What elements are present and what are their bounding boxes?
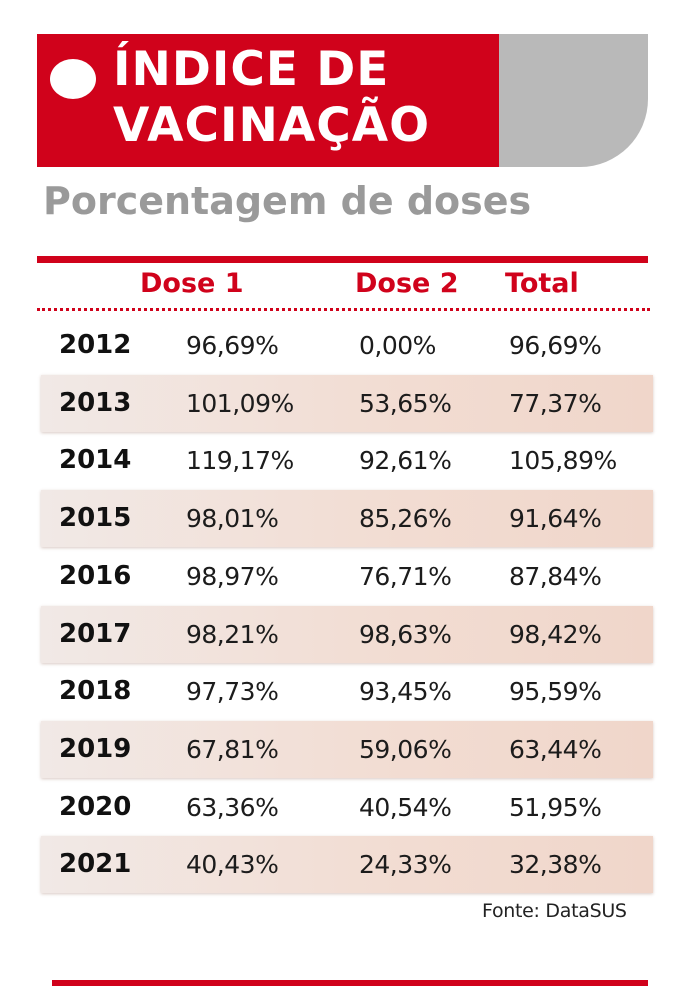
total-value: 105,89% — [509, 446, 617, 476]
dose-1-value: 63,36% — [186, 792, 279, 822]
total-value: 87,84% — [509, 561, 602, 591]
subtitle: Porcentagem de doses — [43, 179, 532, 223]
dose-2-value: 92,61% — [359, 446, 452, 476]
row-year: 2020 — [59, 791, 132, 822]
row-year: 2014 — [59, 445, 132, 476]
table-row: 2014 119,17% 92,61% 105,89% — [41, 432, 653, 489]
dose-2-value: 0,00% — [359, 331, 436, 360]
row-year: 2015 — [59, 503, 132, 534]
title-banner — [37, 34, 499, 167]
dose-2-value: 93,45% — [359, 677, 452, 707]
row-year: 2017 — [59, 618, 132, 649]
dose-2-value: 98,63% — [359, 619, 452, 649]
column-header-dose-2: Dose 2 — [355, 268, 459, 299]
total-value: 32,38% — [509, 850, 602, 880]
dose-1-value: 98,21% — [186, 619, 279, 649]
row-year: 2021 — [59, 849, 132, 880]
table-row: 2019 67,81% 59,06% 63,44% — [41, 720, 653, 778]
dose-1-value: 97,73% — [186, 677, 279, 707]
table-row: 2017 98,21% 98,63% 98,42% — [41, 605, 653, 663]
total-value: 91,64% — [509, 504, 602, 534]
table-row: 2015 98,01% 85,26% 91,64% — [41, 490, 653, 548]
total-value: 98,42% — [509, 619, 602, 649]
dose-1-value: 101,09% — [186, 388, 294, 418]
title-banner-gray-tab — [470, 34, 648, 167]
source-note: Fonte: DataSUS — [482, 900, 627, 922]
row-year: 2012 — [59, 330, 132, 360]
table-row: 2012 96,69% 0,00% 96,69% — [41, 317, 653, 374]
column-header-total: Total — [505, 268, 579, 299]
bottom-divider — [52, 980, 648, 986]
dose-2-value: 85,26% — [359, 504, 452, 534]
column-header-dose-1: Dose 1 — [140, 268, 244, 299]
dose-1-value: 67,81% — [186, 734, 279, 764]
table-row: 2021 40,43% 24,33% 32,38% — [41, 836, 653, 894]
dose-2-value: 76,71% — [359, 561, 452, 591]
dose-1-value: 119,17% — [186, 446, 294, 476]
table-row: 2018 97,73% 93,45% 95,59% — [41, 663, 653, 720]
title-line-2: VACINAÇÃO — [113, 98, 431, 153]
top-divider — [37, 256, 648, 263]
table-row: 2016 98,97% 76,71% 87,84% — [41, 548, 653, 605]
dose-1-value: 96,69% — [186, 331, 279, 360]
title-line-1: ÍNDICE DE — [113, 42, 390, 97]
table-row: 2020 63,36% 40,54% 51,95% — [41, 779, 653, 836]
total-value: 77,37% — [509, 388, 602, 418]
dose-1-value: 40,43% — [186, 850, 279, 880]
dose-1-value: 98,01% — [186, 504, 279, 534]
row-year: 2019 — [59, 733, 132, 764]
total-value: 96,69% — [509, 331, 602, 360]
dose-2-value: 24,33% — [359, 850, 452, 880]
table-row: 2013 101,09% 53,65% 77,37% — [41, 374, 653, 432]
total-value: 63,44% — [509, 734, 602, 764]
row-year: 2018 — [59, 676, 132, 707]
dose-1-value: 98,97% — [186, 561, 279, 591]
total-value: 51,95% — [509, 792, 602, 822]
row-year: 2016 — [59, 560, 132, 591]
bullet-dot-icon — [50, 59, 96, 99]
dose-2-value: 59,06% — [359, 734, 452, 764]
total-value: 95,59% — [509, 677, 602, 707]
row-year: 2013 — [59, 387, 132, 418]
dose-2-value: 53,65% — [359, 388, 452, 418]
dose-2-value: 40,54% — [359, 792, 452, 822]
header-dotted-divider — [37, 308, 650, 311]
